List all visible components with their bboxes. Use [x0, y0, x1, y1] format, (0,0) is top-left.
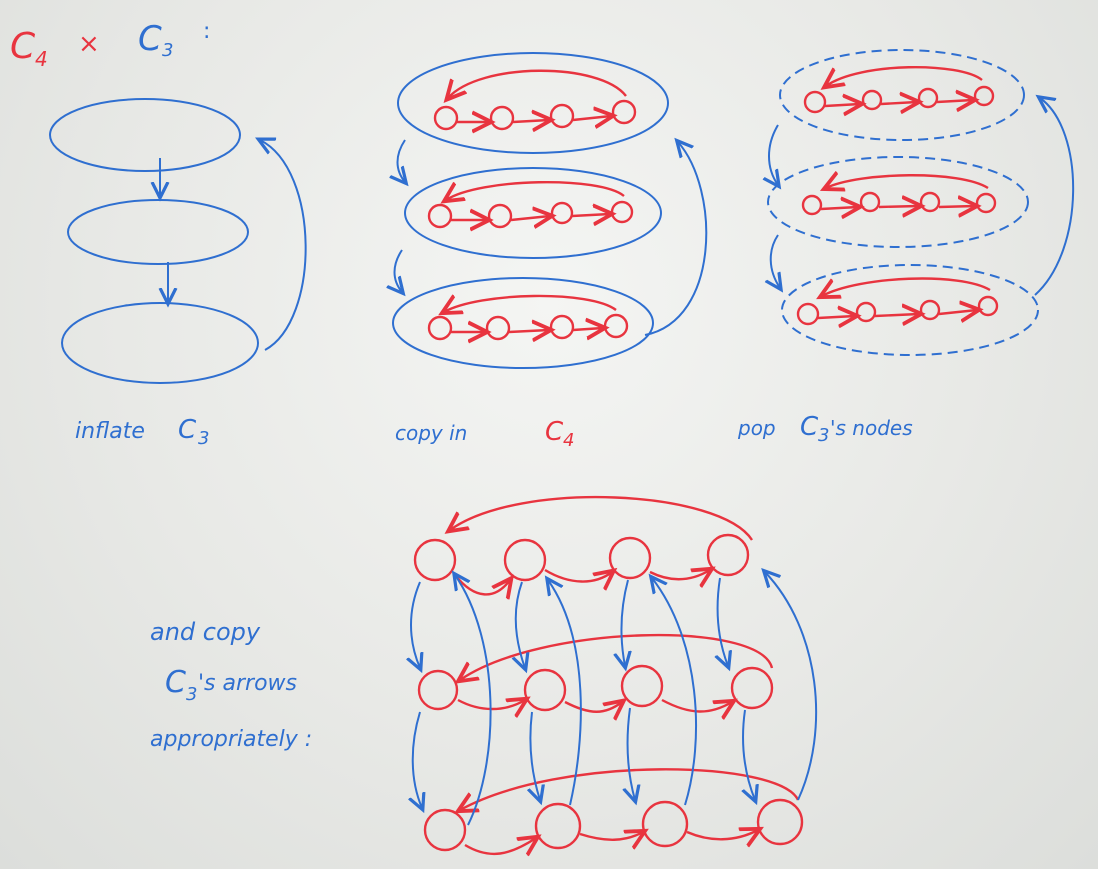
copy-arrow-2-3	[395, 249, 403, 292]
caption-pop-sub: 3	[818, 425, 829, 446]
pop-node	[861, 89, 883, 111]
copy-node	[550, 201, 574, 225]
heading-c3-sub: 3	[162, 40, 173, 61]
caption-pop: pop	[737, 416, 776, 440]
caption-arrows-line3: appropriately :	[150, 727, 312, 752]
copy-node	[427, 315, 453, 341]
pop-ellipse-2	[767, 156, 1029, 248]
caption-arrows-c: C	[165, 665, 186, 700]
inflate-ellipse-1	[49, 98, 241, 172]
pop-node	[855, 301, 877, 323]
copy-arrow-3-1	[644, 142, 708, 336]
copy-node	[485, 315, 511, 341]
pop-node	[919, 299, 941, 321]
copy-ellipse-1	[397, 52, 669, 154]
copy-node	[433, 105, 459, 131]
inflate-ellipse-2	[67, 199, 249, 265]
product-node	[417, 669, 459, 711]
pop-node	[859, 191, 881, 213]
product-node	[413, 538, 457, 582]
pop-node	[801, 194, 823, 216]
heading-c4: C	[10, 26, 36, 67]
caption-inflate-c: C	[178, 415, 197, 445]
pop-arrow-1-2	[769, 124, 778, 185]
product-graph	[411, 496, 818, 854]
product-node	[706, 533, 750, 577]
copy-node	[487, 203, 513, 229]
caption-pop-rest: 's nodes	[830, 416, 913, 440]
caption-inflate-sub: 3	[198, 428, 209, 449]
copy-node	[610, 200, 634, 224]
product-node	[503, 538, 547, 582]
pop-node	[919, 191, 941, 213]
pop-node	[917, 87, 939, 109]
copy-node	[549, 103, 575, 129]
inflate-ellipse-3	[61, 302, 259, 384]
product-node	[423, 808, 467, 852]
heading-colon: :	[203, 19, 210, 44]
product-node	[534, 802, 582, 850]
copy-ellipse-3	[392, 277, 654, 369]
copy-node	[489, 105, 515, 131]
heading-c4-sub: 4	[35, 47, 48, 71]
product-node	[730, 666, 774, 710]
caption-copy-sub: 4	[563, 430, 574, 451]
pop-ellipse-3	[781, 264, 1039, 356]
caption-arrows-line1: and copy	[150, 618, 261, 646]
pop-node	[796, 302, 820, 326]
copy-node	[549, 314, 575, 340]
caption-arrows-line2: 's arrows	[198, 671, 297, 696]
copy-node	[603, 313, 629, 339]
copy-node	[611, 99, 637, 125]
pop-node	[803, 90, 827, 114]
heading-times: ×	[78, 29, 100, 59]
panel-inflate	[49, 98, 307, 384]
copy-node	[427, 203, 453, 229]
heading-c3: C	[138, 19, 162, 59]
caption-pop-c: C	[800, 412, 819, 442]
pop-node	[973, 85, 995, 107]
pop-node	[977, 295, 999, 317]
product-node	[620, 664, 664, 708]
pop-arrow-3-1	[1034, 98, 1075, 296]
pop-node	[975, 192, 997, 214]
heading: C 4 × C 3 :	[10, 19, 210, 71]
product-node	[523, 668, 567, 712]
product-node	[641, 800, 689, 848]
caption-copy: copy in	[395, 421, 467, 445]
pop-arrow-2-3	[771, 234, 780, 288]
product-node	[608, 536, 652, 580]
product-node	[756, 798, 804, 846]
panel-pop	[767, 49, 1075, 356]
copy-ellipse-2	[404, 167, 662, 259]
panel-copy	[392, 52, 708, 369]
copy-arrow-1-2	[398, 139, 406, 182]
pop-ellipse-1	[779, 49, 1025, 141]
inflate-arrow-3-1	[260, 140, 307, 351]
caption-copy-c: C	[545, 417, 564, 447]
caption-arrows-sub: 3	[186, 684, 197, 705]
caption-inflate: inflate	[75, 419, 145, 444]
